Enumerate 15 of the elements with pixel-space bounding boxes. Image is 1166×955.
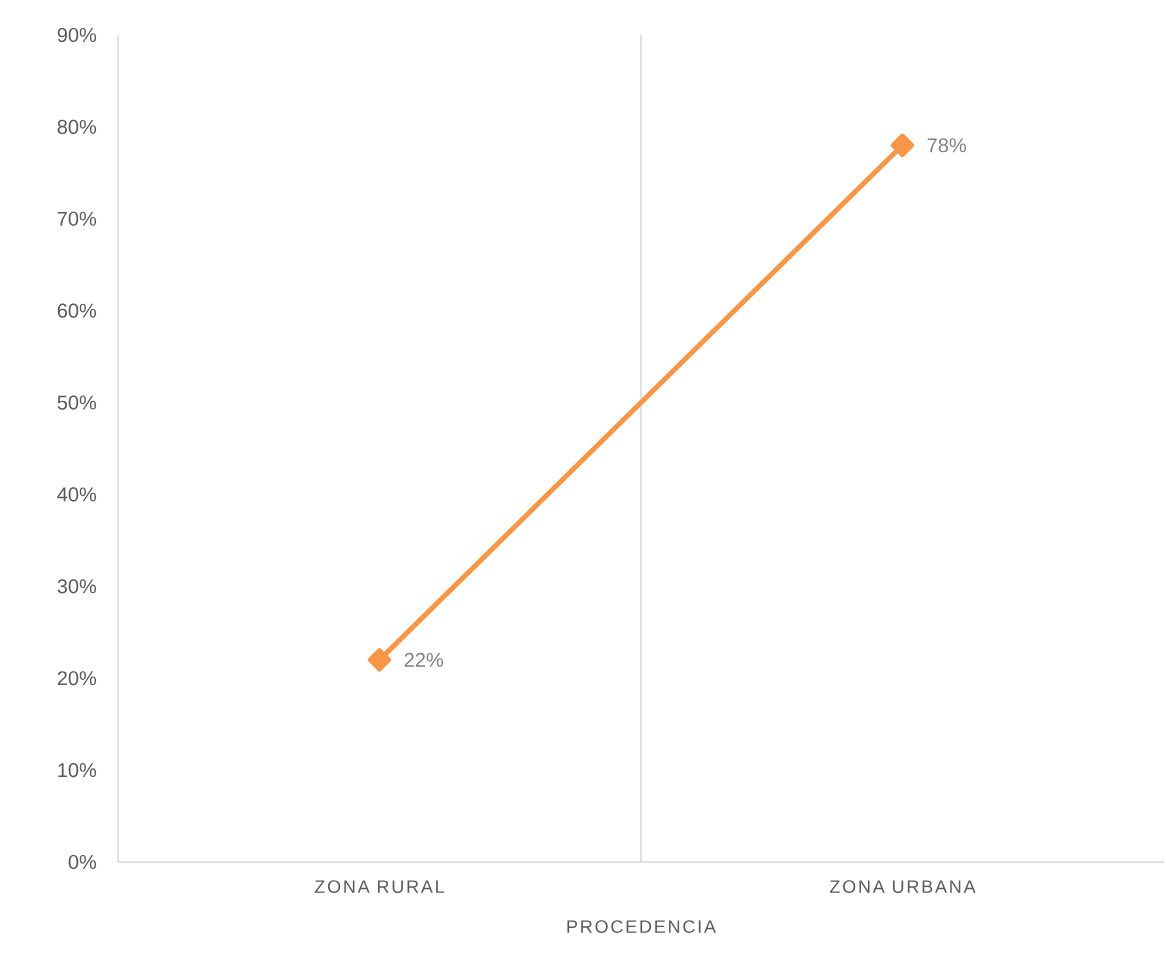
x-tick-label: ZONA RURAL [314, 880, 445, 893]
y-tick-label: 90% [57, 27, 97, 43]
y-tick-label: 80% [57, 119, 97, 134]
y-tick-label: 60% [57, 303, 97, 318]
x-tick-label: ZONA URBANA [829, 880, 976, 893]
y-tick-label: 30% [57, 579, 97, 594]
y-tick-label: 40% [57, 487, 97, 502]
y-tick-label: 50% [57, 395, 97, 410]
y-tick-label: 0% [68, 854, 97, 870]
y-tick-label: 20% [57, 671, 97, 686]
data-label: 78% [927, 138, 967, 153]
x-axis-title: PROCEDENCIA [567, 920, 716, 933]
data-label: 22% [404, 652, 444, 667]
y-tick-label: 10% [58, 763, 97, 778]
y-tick-label: 70% [57, 211, 97, 226]
